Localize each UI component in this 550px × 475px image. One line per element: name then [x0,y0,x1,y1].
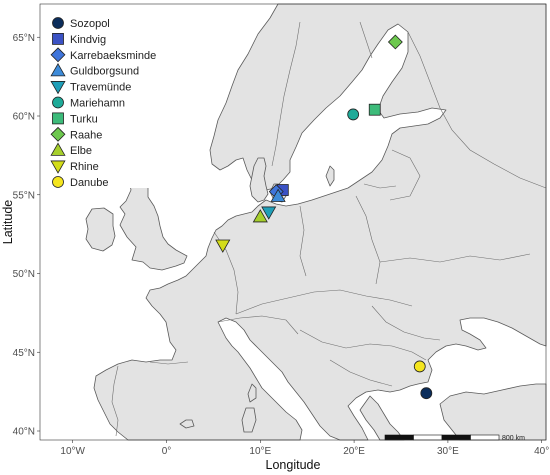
y-tick-label: 50°N [13,269,35,280]
land-corsica [247,383,257,403]
x-axis: 10°W 0° 10°E 20°E 30°E 40° [60,440,549,457]
scale-seg-1 [384,434,414,441]
site-marker-guldborgsund [270,188,286,202]
legend-label-kindvig: Kindvig [70,34,106,46]
legend-key-mariehamn [52,96,64,109]
border-central-europe [235,289,413,315]
legend-label-mariehamn: Mariehamn [70,98,125,110]
x-tick-label: 10°W [60,446,85,457]
legend-key-guldborgsund [50,63,66,77]
legend-label-turku: Turku [70,113,98,125]
border-poland-east [355,195,381,285]
scale-seg-3 [441,434,471,441]
site-marker-sozopol [420,387,433,400]
legend-key-danube [52,176,64,188]
legend-label-travemu-nde: Travemünde [70,82,131,94]
border-france-spain [149,361,189,365]
scale-bar: 800 km [384,434,525,442]
x-tick-label: 0° [162,446,172,457]
legend-key-travemu-nde [50,81,66,95]
y-axis: 40°N 45°N 50°N 55°N 60°N 65°N [13,33,40,438]
panel-frame [39,3,547,441]
land-balearic [179,419,195,429]
legend-label-rhine: Rhine [70,161,99,173]
scale-seg-2 [413,434,443,441]
land-continental-europe [93,3,547,441]
land-anatolia [439,383,547,441]
land-great-britain [119,165,188,271]
border-baltics [363,149,421,201]
legend-label-danube: Danube [70,177,109,189]
land-sardinia [241,407,257,433]
legend-key-karrebaeksminde [50,47,66,63]
y-tick-label: 40°N [13,427,35,438]
legend-key-elbe [50,142,66,156]
site-marker-elbe [252,209,268,223]
border-russia-east [439,107,547,189]
x-tick-label: 20°E [343,446,365,457]
scale-bar-label: 800 km [502,435,525,442]
land-ireland [85,207,116,252]
site-marker-turku [368,103,381,116]
legend-key-raahe [50,126,66,142]
border-balkans [299,329,427,387]
legend-key-rhine [50,160,66,174]
scale-seg-4 [470,434,500,441]
x-tick-label: 40° [534,446,549,457]
land-gotland [325,165,335,187]
site-marker-danube [413,360,426,373]
border-finland-russia [407,31,441,109]
land-denmark [249,157,269,203]
border-sweden-finland [359,21,373,59]
legend-label-guldborgsund: Guldborgsund [70,66,139,78]
y-axis-title: Latitude [1,200,15,245]
site-marker-rhine [215,239,231,253]
legend-key-turku [52,112,64,125]
site-markers [215,34,433,400]
legend: Sozopol Kindvig Karrebaeksminde Guldborgsun… [46,8,164,189]
y-tick-label: 60°N [13,112,35,123]
x-tick-label: 30°E [437,446,459,457]
border-belarus-ukraine [379,253,531,263]
legend-key-sozopol [52,17,64,29]
site-marker-mariehamn [347,108,360,121]
y-tick-label: 65°N [13,33,35,44]
x-tick-label: 10°E [249,446,271,457]
x-axis-title: Longitude [266,458,321,472]
border-romania [371,305,441,341]
border-italy-alps [217,315,299,335]
border-germany-poland [299,205,307,277]
y-tick-label: 45°N [13,348,35,359]
site-marker-raahe [387,34,403,50]
border-norway-sweden [271,21,301,167]
border-spain-portugal [111,365,119,437]
legend-label-raahe: Raahe [70,129,102,141]
site-marker-travemu-nde [261,206,277,220]
legend-label-elbe: Elbe [70,145,92,157]
map-panel: 800 km [39,3,547,442]
legend-label-karrebaeksminde: Karrebaeksminde [70,50,156,62]
country-borders [111,21,547,437]
legend-key-kindvig [52,33,64,45]
legend-background [46,8,164,188]
y-tick-label: 55°N [13,190,35,201]
legend-label-sozopol: Sozopol [70,18,110,30]
